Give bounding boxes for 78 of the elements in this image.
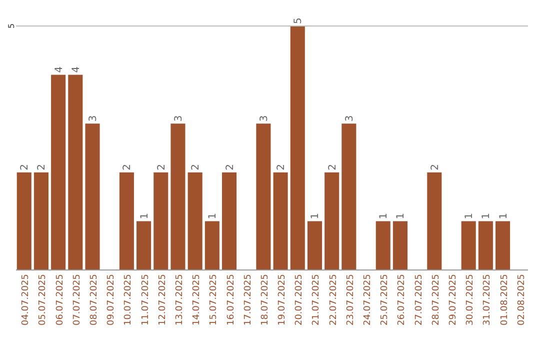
x-tick-label: 17.07.2025 [243, 274, 254, 326]
data-label: 5 [293, 18, 304, 24]
bar [342, 124, 356, 270]
x-tick-label: 21.07.2025 [312, 274, 322, 326]
data-label: 1 [139, 212, 150, 220]
bar [51, 74, 66, 270]
bar [136, 221, 152, 270]
bar [256, 124, 271, 270]
data-label: 1 [498, 212, 510, 220]
data-label: 1 [208, 212, 219, 220]
data-label: 2 [224, 164, 236, 170]
bar [324, 172, 340, 270]
x-tick-label: 15.07.2025 [209, 274, 220, 326]
data-label: 4 [70, 66, 82, 73]
x-tick-label: 14.07.2025 [192, 274, 202, 326]
data-label: 2 [327, 164, 338, 170]
x-tick-label: 06.07.2025 [55, 274, 66, 326]
bar [119, 172, 134, 270]
bar [170, 124, 186, 270]
data-label: 3 [88, 115, 99, 122]
data-label: 1 [464, 212, 476, 220]
bar [188, 172, 202, 270]
x-tick-label: 16.07.2025 [226, 274, 236, 326]
data-label: 2 [36, 164, 48, 170]
data-label: 2 [156, 164, 168, 170]
bar [478, 221, 493, 270]
data-label: 2 [276, 164, 288, 170]
x-tick-label: 31.07.2025 [482, 274, 493, 326]
data-label: 2 [190, 164, 202, 170]
x-tick-label: 26.07.2025 [397, 274, 408, 326]
bar [154, 172, 168, 270]
x-tick-label: 12.07.2025 [158, 274, 168, 326]
bar [85, 124, 100, 270]
bar [307, 221, 322, 270]
data-label: 2 [20, 164, 31, 170]
x-tick-label: 02.08.2025 [516, 274, 527, 326]
x-tick-label: 24.07.2025 [363, 274, 374, 326]
x-tick-label: 23.07.2025 [346, 274, 356, 326]
data-label: 3 [173, 115, 184, 122]
bar [222, 172, 237, 270]
bar [68, 74, 83, 270]
bar [34, 172, 48, 270]
x-tick-label: 22.07.2025 [328, 274, 339, 326]
x-tick-label: 04.07.2025 [21, 274, 32, 326]
x-tick-label: 07.07.2025 [72, 274, 82, 326]
x-tick-label: 13.07.2025 [174, 274, 185, 326]
data-label: 1 [481, 212, 492, 220]
bar [290, 26, 305, 270]
x-tick-label: 05.07.2025 [38, 274, 48, 326]
bar [273, 172, 288, 270]
bar [427, 172, 442, 270]
x-tick-label: 28.07.2025 [431, 274, 442, 326]
data-label: 1 [396, 212, 407, 220]
x-tick-label: 25.07.2025 [380, 274, 390, 326]
data-label: 3 [344, 115, 356, 122]
x-tick-label: 18.07.2025 [260, 274, 270, 326]
data-label: 4 [54, 66, 65, 73]
data-label: 2 [430, 164, 441, 170]
x-tick-label: 19.07.2025 [278, 274, 288, 326]
x-tick-label: 10.07.2025 [124, 274, 134, 326]
bar [204, 221, 220, 270]
bar [392, 221, 408, 270]
x-tick-label: 08.07.2025 [90, 274, 100, 326]
x-tick-label: 01.08.2025 [500, 274, 510, 326]
x-tick-label: 30.07.2025 [466, 274, 476, 326]
x-tick-label: 29.07.2025 [448, 274, 458, 326]
data-label: 3 [258, 115, 270, 122]
bar [376, 221, 390, 270]
data-label: 2 [122, 164, 134, 170]
x-tick-label: 27.07.2025 [414, 274, 424, 326]
x-tick-label: 11.07.2025 [140, 274, 151, 326]
bar [461, 221, 476, 270]
bar [16, 172, 32, 270]
data-label: 1 [310, 212, 322, 220]
x-tick-label: 20.07.2025 [294, 274, 305, 326]
bar [496, 221, 510, 270]
x-tick-label: 09.07.2025 [106, 274, 117, 326]
data-label: 1 [378, 212, 390, 220]
